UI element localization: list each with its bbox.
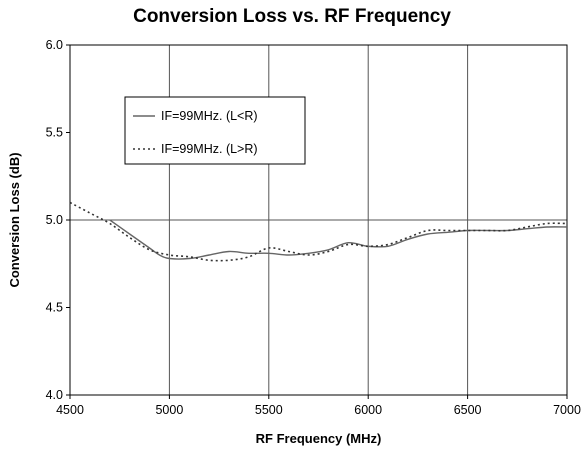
x-tick-label-6000: 6000 <box>354 403 382 417</box>
legend-box <box>124 96 306 165</box>
chart-title: Conversion Loss vs. RF Frequency <box>133 6 451 27</box>
legend-label-series-2: IF=99MHz. (L>R) <box>161 142 258 156</box>
x-axis-title: RF Frequency (MHz) <box>256 431 382 446</box>
x-tick-label-5000: 5000 <box>155 403 183 417</box>
y-tick-label-4.0: 4.0 <box>46 388 63 402</box>
y-tick-label-5.5: 5.5 <box>46 126 63 140</box>
tick-layer: 4500 5000 5500 6000 6500 7000 4.0 4.5 5.0 5.5 6.0 <box>46 38 581 417</box>
y-axis-title: Conversion Loss (dB) <box>7 152 22 287</box>
x-tick-label-5500: 5500 <box>255 403 283 417</box>
series-line-2-dotted <box>69 201 568 262</box>
legend-label-series-1: IF=99MHz. (L<R) <box>161 109 258 123</box>
x-tick-label-4500: 4500 <box>56 403 84 417</box>
x-tick-label-7000: 7000 <box>553 403 581 417</box>
grid-layer <box>70 45 567 395</box>
y-tick-label-4.5: 4.5 <box>46 301 63 315</box>
x-tick-label-6500: 6500 <box>454 403 482 417</box>
y-tick-label-5.0: 5.0 <box>46 213 63 227</box>
legend: IF=99MHz. (L<R) IF=99MHz. (L>R) <box>124 96 306 165</box>
series-layer <box>69 201 568 262</box>
series-line-1-solid <box>109 219 568 260</box>
y-tick-label-6.0: 6.0 <box>46 38 63 52</box>
